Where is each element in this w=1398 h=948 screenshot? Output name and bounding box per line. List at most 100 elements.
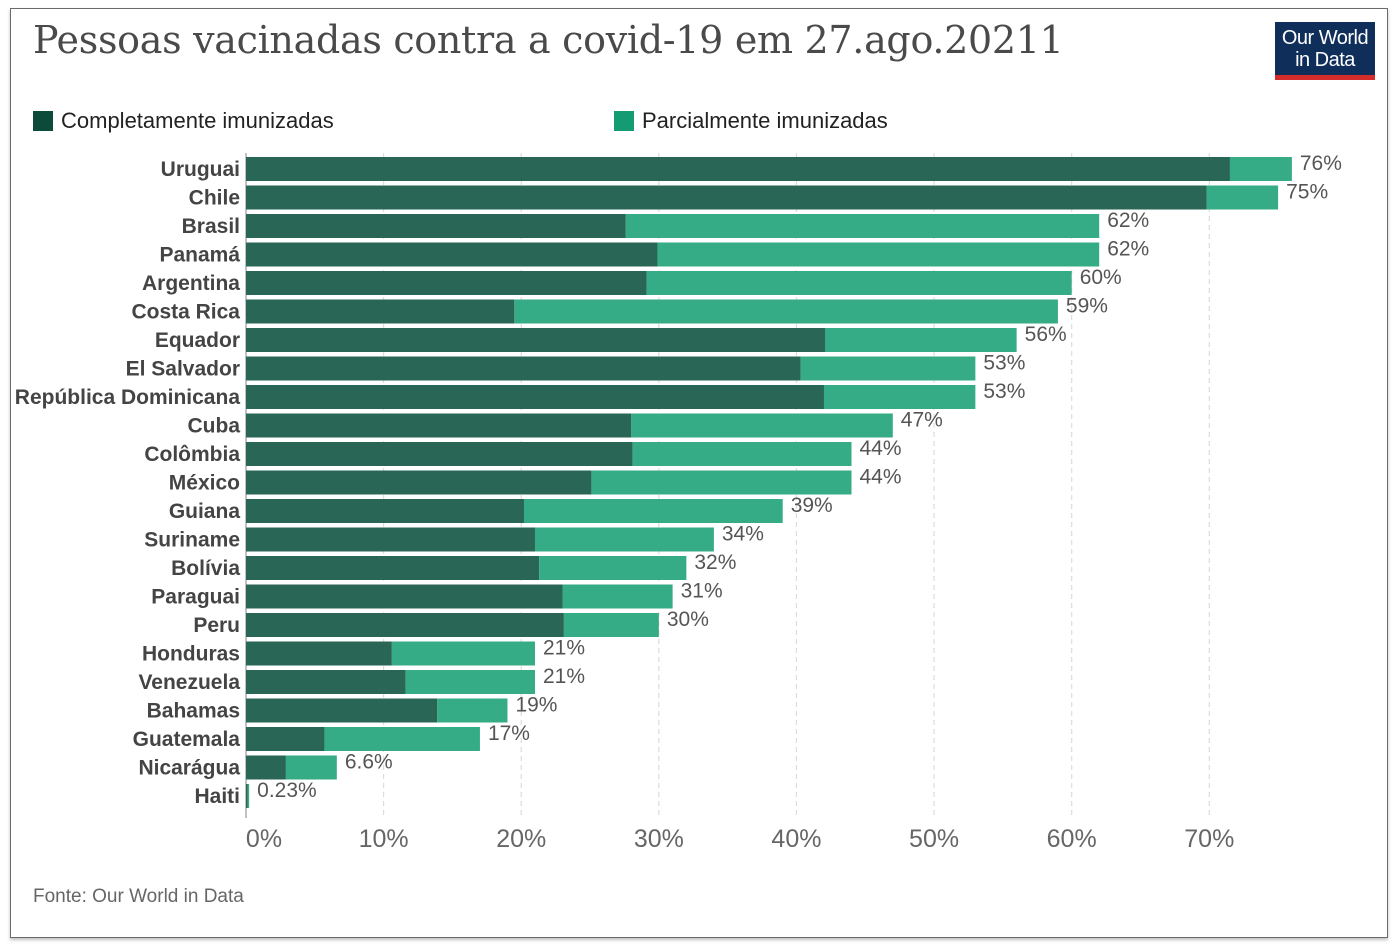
bar-partially[interactable] <box>631 413 893 438</box>
x-tick-label: 10% <box>359 825 409 853</box>
bar-fully[interactable] <box>246 185 1207 210</box>
category-label: México <box>169 472 240 495</box>
legend-label-partially: Parcialmente imunizadas <box>642 108 888 133</box>
data-label: 19% <box>515 694 557 717</box>
bar-fully[interactable] <box>246 413 632 438</box>
bar-fully[interactable] <box>246 670 406 694</box>
x-tick-label: 0% <box>246 825 282 853</box>
category-label: República Dominicana <box>15 386 241 409</box>
category-label: Suriname <box>144 529 240 552</box>
data-label: 53% <box>983 380 1025 403</box>
bar-fully[interactable] <box>246 328 826 352</box>
bar-fully[interactable] <box>246 698 438 723</box>
bar-partially[interactable] <box>391 641 535 666</box>
data-label: 75% <box>1286 181 1328 204</box>
category-label: Brasil <box>182 215 240 238</box>
source-note: Fonte: Our World in Data <box>33 886 244 907</box>
category-label: Paraguai <box>151 586 240 609</box>
bar-fully[interactable] <box>246 527 535 552</box>
bar-partially[interactable] <box>324 727 480 751</box>
legend-item-partially[interactable]: Parcialmente imunizadas <box>614 108 888 134</box>
data-label: 62% <box>1107 209 1149 232</box>
bar-partially[interactable] <box>514 299 1058 324</box>
bar-partially[interactable] <box>657 242 1100 267</box>
bar-partially[interactable] <box>539 556 687 580</box>
data-label: 32% <box>694 551 736 574</box>
category-label: Haiti <box>194 785 240 808</box>
category-label: Bolívia <box>171 557 240 580</box>
category-label: Guiana <box>169 500 241 523</box>
category-label: Panamá <box>159 244 240 267</box>
bar-fully[interactable] <box>246 442 633 466</box>
category-label: Chile <box>189 187 240 210</box>
logo-line-1: Our World <box>1281 27 1369 49</box>
category-label: Honduras <box>142 643 240 666</box>
bar-fully[interactable] <box>246 356 801 381</box>
bar-fully[interactable] <box>246 157 1230 181</box>
bar-partially[interactable] <box>534 527 714 552</box>
x-tick-label: 40% <box>771 825 821 853</box>
bar-fully[interactable] <box>246 613 564 637</box>
x-tick-label: 20% <box>496 825 546 853</box>
x-tick-label: 50% <box>909 825 959 853</box>
category-label: Peru <box>193 614 240 637</box>
bar-partially[interactable] <box>285 755 337 780</box>
bar-partially[interactable] <box>800 356 976 381</box>
bar-fully[interactable] <box>246 784 248 808</box>
bar-fully[interactable] <box>246 499 524 523</box>
data-label: 17% <box>488 722 530 745</box>
bar-partially[interactable] <box>437 698 508 723</box>
bar-partially[interactable] <box>247 784 250 808</box>
bar-fully[interactable] <box>246 584 563 609</box>
data-label: 39% <box>791 494 833 517</box>
bar-partially[interactable] <box>563 613 659 637</box>
bar-fully[interactable] <box>246 299 515 324</box>
bar-fully[interactable] <box>246 755 286 780</box>
data-label: 60% <box>1080 266 1122 289</box>
legend-item-fully[interactable]: Completamente imunizadas <box>33 108 334 134</box>
legend-label-fully: Completamente imunizadas <box>61 108 334 133</box>
data-label: 30% <box>667 608 709 631</box>
data-label: 21% <box>543 637 585 660</box>
legend-swatch-partially <box>614 111 634 131</box>
data-label: 21% <box>543 665 585 688</box>
data-label: 62% <box>1107 238 1149 261</box>
bar-fully[interactable] <box>246 470 592 495</box>
data-label: 59% <box>1066 295 1108 318</box>
bar-partially[interactable] <box>646 271 1072 295</box>
category-label: Bahamas <box>147 700 240 723</box>
legend-swatch-fully <box>33 111 53 131</box>
bar-partially[interactable] <box>591 470 852 495</box>
bar-fully[interactable] <box>246 556 540 580</box>
x-tick-label: 70% <box>1184 825 1234 853</box>
category-label: El Salvador <box>126 358 240 381</box>
x-tick-label: 60% <box>1047 825 1097 853</box>
bar-partially[interactable] <box>562 584 673 609</box>
bar-partially[interactable] <box>405 670 535 694</box>
bar-partially[interactable] <box>1229 157 1292 181</box>
data-label: 76% <box>1300 152 1342 175</box>
owid-logo[interactable]: Our World in Data <box>1275 22 1375 80</box>
bar-partially[interactable] <box>632 442 852 466</box>
category-label: Colômbia <box>144 443 240 466</box>
bar-fully[interactable] <box>246 214 626 238</box>
data-label: 47% <box>901 409 943 432</box>
bar-fully[interactable] <box>246 641 392 666</box>
bar-fully[interactable] <box>246 242 658 267</box>
bar-partially[interactable] <box>823 385 976 409</box>
data-label: 56% <box>1025 323 1067 346</box>
bar-fully[interactable] <box>246 271 647 295</box>
logo-accent-bar <box>1275 75 1375 80</box>
data-label: 44% <box>860 466 902 489</box>
bar-partially[interactable] <box>1206 185 1279 210</box>
category-label: Venezuela <box>138 671 240 694</box>
bar-partially[interactable] <box>625 214 1100 238</box>
chart-title: Pessoas vacinadas contra a covid-19 em 2… <box>33 18 1064 62</box>
data-label: 44% <box>860 437 902 460</box>
bar-partially[interactable] <box>825 328 1017 352</box>
bar-fully[interactable] <box>246 727 325 751</box>
bar-fully[interactable] <box>246 385 824 409</box>
bar-partially[interactable] <box>523 499 783 523</box>
data-label: 6.6% <box>345 751 393 774</box>
